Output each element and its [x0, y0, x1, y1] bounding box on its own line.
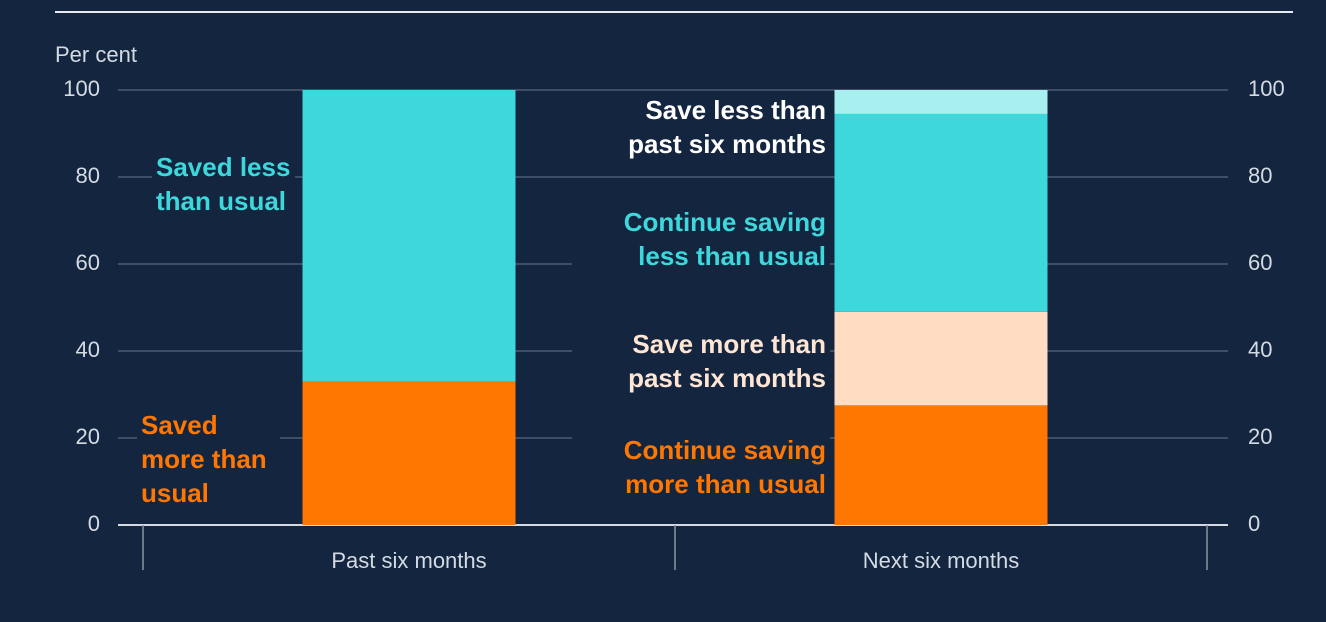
y2-tick-label: 80 — [1248, 163, 1272, 188]
series-label: Save less than past six months — [582, 93, 830, 161]
bar-segment — [834, 113, 1048, 312]
y2-tick-label: 20 — [1248, 424, 1272, 449]
y2-tick-label: 40 — [1248, 337, 1272, 362]
bar-segment — [834, 311, 1048, 406]
x-tick-label: Past six months — [331, 548, 486, 573]
series-label: Saved less than usual — [152, 150, 295, 218]
bar-segment — [302, 90, 516, 382]
y-tick-label: 0 — [88, 511, 100, 536]
y2-tick-label: 100 — [1248, 76, 1285, 101]
y-tick-label: 20 — [76, 424, 100, 449]
y2-tick-label: 0 — [1248, 511, 1260, 536]
y-tick-label: 80 — [76, 163, 100, 188]
y-axis-label: Per cent — [55, 42, 137, 67]
y2-tick-label: 60 — [1248, 250, 1272, 275]
bar-segment — [834, 405, 1048, 525]
x-tick-label: Next six months — [863, 548, 1020, 573]
series-label: Continue saving less than usual — [572, 205, 830, 273]
y-tick-label: 60 — [76, 250, 100, 275]
y-tick-label: 40 — [76, 337, 100, 362]
series-label: Save more than past six months — [572, 327, 830, 395]
series-label: Saved more than usual — [137, 408, 280, 510]
y-tick-label: 100 — [63, 76, 100, 101]
bar-segment — [834, 90, 1048, 114]
series-label: Continue saving more than usual — [572, 433, 830, 501]
bar-segment — [302, 381, 516, 525]
